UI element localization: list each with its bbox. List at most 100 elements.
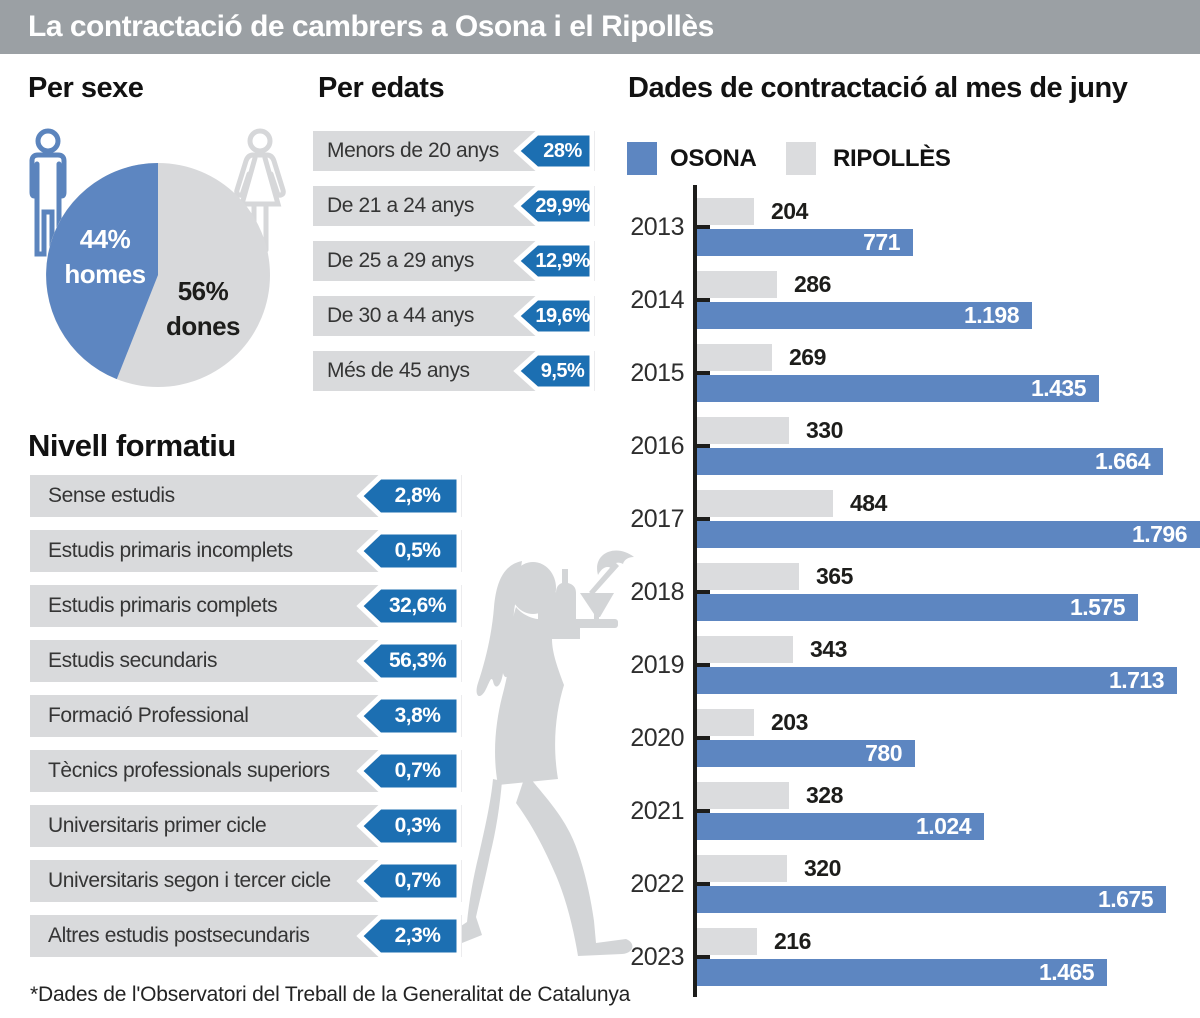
age-row-value: 19,6% xyxy=(535,304,590,327)
year-label: 2020 xyxy=(630,723,684,752)
legend-ripolles-label: RIPOLLÈS xyxy=(833,144,951,172)
education-row: Altres estudis postsecundaris 2,3% xyxy=(30,915,462,957)
year-label: 2019 xyxy=(630,650,684,679)
education-row-label: Universitaris primer cicle xyxy=(48,814,267,837)
education-row-badge: 3,8% xyxy=(350,695,462,737)
bar-osona-value: 1.796 xyxy=(1131,521,1188,547)
bar-ripolles-value: 286 xyxy=(794,271,831,297)
bar-osona-value: 1.664 xyxy=(1094,448,1151,474)
year-label: 2022 xyxy=(630,869,684,898)
bar-osona-value: 1.465 xyxy=(1038,959,1095,985)
education-row-label: Estudis primaris incomplets xyxy=(48,539,293,562)
bar-ripolles-value: 320 xyxy=(804,855,841,881)
bar-osona: 771 xyxy=(697,229,913,256)
bar-ripolles-value: 365 xyxy=(816,563,853,589)
education-row-badge: 0,7% xyxy=(350,860,462,902)
education-row-badge: 56,3% xyxy=(350,640,462,682)
footnote: *Dades de l'Observatori del Treball de l… xyxy=(30,983,631,1006)
education-row-badge: 0,5% xyxy=(350,530,462,572)
axis-tick xyxy=(693,736,710,740)
bar-ripolles-value: 330 xyxy=(806,417,843,443)
education-row-value: 56,3% xyxy=(388,649,447,672)
legend-osona-label: OSONA xyxy=(670,144,757,172)
axis-tick xyxy=(693,298,710,302)
year-label: 2015 xyxy=(630,358,684,387)
bar-osona-value: 1.024 xyxy=(915,813,972,839)
arrow-badge-shape xyxy=(513,131,595,171)
bar-ripolles-value: 216 xyxy=(774,928,811,954)
education-row-label: Altres estudis postsecundaris xyxy=(48,924,310,947)
bar-ripolles-value: 203 xyxy=(771,709,808,735)
bar-ripolles xyxy=(697,709,754,736)
arrow-badge-shape xyxy=(356,640,462,682)
bar-ripolles xyxy=(697,782,789,809)
education-row-badge: 0,7% xyxy=(350,750,462,792)
education-row: Estudis primaris complets 32,6% xyxy=(30,585,462,627)
axis-tick xyxy=(693,517,710,521)
age-row-badge: 12,9% xyxy=(507,241,595,281)
arrow-badge-shape xyxy=(356,530,462,572)
education-row-value: 32,6% xyxy=(388,594,447,617)
pie-slice-homes xyxy=(46,163,158,380)
pie-label-dones-name: dones xyxy=(165,311,241,341)
arrow-badge-shape xyxy=(513,186,595,226)
education-row: Estudis secundaris 56,3% xyxy=(30,640,462,682)
education-row-value: 2,3% xyxy=(394,924,441,947)
age-row: De 21 a 24 anys 29,9% xyxy=(313,186,595,226)
year-label: 2018 xyxy=(630,577,684,606)
arrow-badge-shape xyxy=(356,750,462,792)
axis-tick xyxy=(693,955,710,959)
year-label: 2023 xyxy=(630,942,684,971)
education-row-label: Universitaris segon i tercer cicle xyxy=(48,869,331,892)
education-row-badge: 2,8% xyxy=(350,475,462,517)
age-row-label: Més de 45 anys xyxy=(327,359,470,382)
bar-osona: 1.675 xyxy=(697,886,1166,913)
education-row-badge: 2,3% xyxy=(350,915,462,957)
axis-tick xyxy=(693,590,710,594)
age-row-label: De 30 a 44 anys xyxy=(327,304,474,327)
bar-osona: 1.435 xyxy=(697,375,1099,402)
axis-tick xyxy=(693,882,710,886)
bar-ripolles xyxy=(697,490,833,517)
arrow-badge-shape xyxy=(513,351,595,391)
bar-osona: 780 xyxy=(697,740,915,767)
waitress-silhouette xyxy=(447,550,634,956)
bar-osona: 1.664 xyxy=(697,448,1163,475)
age-row-value: 28% xyxy=(543,139,582,162)
bar-osona: 1.024 xyxy=(697,813,984,840)
age-row-badge: 29,9% xyxy=(507,186,595,226)
age-row-label: De 21 a 24 anys xyxy=(327,194,474,217)
bar-osona: 1.465 xyxy=(697,959,1107,986)
year-label: 2014 xyxy=(630,285,684,314)
bar-ripolles xyxy=(697,563,799,590)
axis-tick xyxy=(693,809,710,813)
age-row-value: 29,9% xyxy=(535,194,590,217)
education-row-value: 0,7% xyxy=(394,869,441,892)
age-row-badge: 28% xyxy=(507,131,595,171)
arrow-badge-shape xyxy=(513,241,595,281)
education-row-label: Formació Professional xyxy=(48,704,249,727)
arrow-badge-shape xyxy=(356,475,462,517)
education-row-label: Estudis primaris complets xyxy=(48,594,278,617)
pie-label-homes-name: homes xyxy=(64,259,146,289)
bar-osona-value: 771 xyxy=(863,229,900,255)
education-row-value: 0,3% xyxy=(394,814,441,837)
bar-osona-value: 780 xyxy=(865,740,902,766)
bar-osona: 1.713 xyxy=(697,667,1177,694)
education-row: Universitaris segon i tercer cicle 0,7% xyxy=(30,860,462,902)
axis-tick xyxy=(693,225,710,229)
bar-ripolles-value: 484 xyxy=(850,490,887,516)
bar-ripolles-value: 204 xyxy=(771,198,808,224)
bar-ripolles xyxy=(697,271,777,298)
axis-tick xyxy=(693,663,710,667)
age-row-label: Menors de 20 anys xyxy=(327,139,499,162)
education-row-value: 0,5% xyxy=(394,539,441,562)
bar-osona: 1.796 xyxy=(697,521,1200,548)
bar-osona: 1.198 xyxy=(697,302,1032,329)
education-row-badge: 0,3% xyxy=(350,805,462,847)
bar-ripolles xyxy=(697,928,757,955)
education-row-value: 0,7% xyxy=(394,759,441,782)
axis-tick xyxy=(693,444,710,448)
arrow-badge-shape xyxy=(356,805,462,847)
